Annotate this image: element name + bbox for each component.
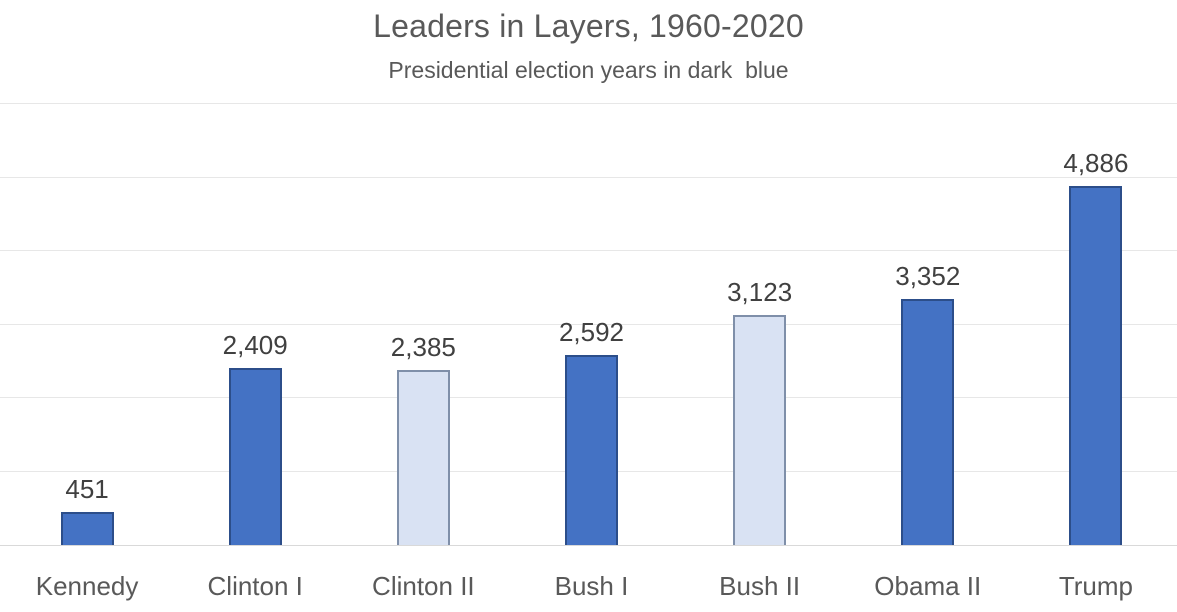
gridline: [0, 250, 1177, 251]
plot-area: 451 2,409 2,385 2,592 3,123 3,352 4,886: [0, 103, 1177, 546]
bar-bush-i: [565, 354, 618, 545]
gridline: [0, 103, 1177, 104]
category-label: Bush II: [719, 571, 801, 601]
category-label: Kennedy: [35, 571, 139, 601]
bar-trump: [1069, 185, 1123, 545]
category-label: Clinton II: [372, 571, 475, 601]
bar-bush-ii: [733, 315, 787, 545]
value-label: 451: [65, 473, 109, 504]
value-label: 2,592: [558, 316, 625, 347]
value-label: 3,352: [895, 260, 961, 291]
value-label: 3,123: [727, 277, 793, 308]
bar-clinton-ii: [396, 369, 450, 545]
value-label: 4,886: [1063, 147, 1129, 178]
bar-kennedy: [60, 511, 114, 545]
bar-obama-ii: [901, 298, 955, 545]
category-label: Clinton I: [207, 571, 303, 601]
gridline: [0, 176, 1177, 178]
value-label: 2,385: [390, 331, 456, 362]
category-label: Bush I: [554, 571, 629, 601]
chart-title: Leaders in Layers, 1960-2020: [373, 8, 804, 44]
chart-subtitle: Presidential election years in dark blue: [388, 57, 789, 83]
category-axis: Kennedy Clinton I Clinton II Bush I Bush II O…: [0, 571, 1177, 605]
value-label: 2,409: [222, 329, 288, 360]
bar-clinton-i: [228, 367, 282, 545]
gridline: [0, 323, 1177, 325]
category-label: Trump: [1058, 571, 1133, 601]
category-label: Obama II: [874, 571, 982, 601]
